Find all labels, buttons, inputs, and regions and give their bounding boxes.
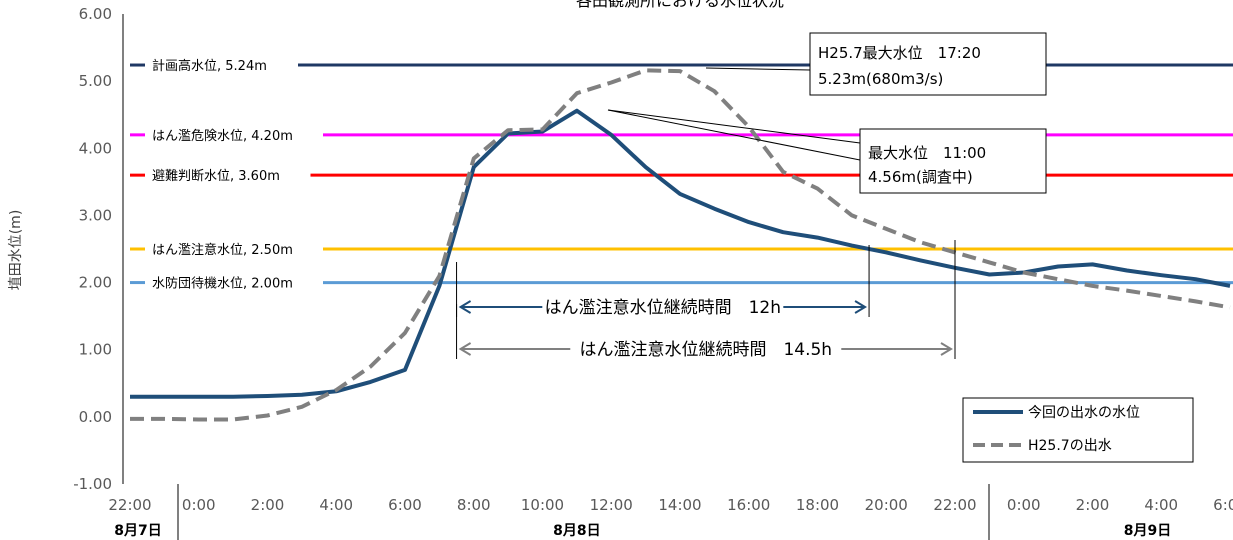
date-separators (177, 484, 990, 540)
arrowhead (940, 342, 953, 356)
x-tick-label: 2:00 (251, 496, 285, 514)
chart-title: 各田観測所における水位状況 (576, 0, 784, 10)
x-tick-label: 4:00 (1144, 496, 1178, 514)
annotation-line-2: 5.23m(680m3/s) (818, 70, 943, 88)
y-tick-label: 3.00 (79, 206, 112, 224)
date-labels: 8月7日 8月8日 8月9日 (114, 523, 1171, 539)
callout-line (705, 67, 811, 71)
legend-box (962, 397, 1194, 463)
legend-label-h25: H25.7の出水 (1028, 438, 1112, 454)
y-tick-label: -1.00 (73, 475, 112, 493)
x-tick-label: 2:00 (1076, 496, 1110, 514)
x-tick-label: 8:00 (457, 496, 491, 514)
annotation-h25-max: H25.7最大水位 17:20 5.23m(680m3/s) (705, 32, 1047, 96)
annotation-current-max: 最大水位 11:00 4.56m(調査中) (607, 109, 1047, 194)
x-tick-label: 22:00 (108, 496, 151, 514)
callout-line (607, 109, 861, 161)
x-tick-label: 22:00 (933, 496, 976, 514)
x-tick-label: 0:00 (182, 496, 216, 514)
reference-line-label: はん濫注意水位, 2.50m (152, 242, 293, 258)
date-label: 8月7日 (114, 523, 161, 539)
x-tick-label: 18:00 (796, 496, 839, 514)
annotation-line-2: 4.56m(調査中) (868, 168, 973, 186)
x-tick-label: 20:00 (865, 496, 908, 514)
y-axis-label: 埴田水位(m) (8, 210, 24, 291)
y-tick-label: 1.00 (79, 341, 112, 359)
y-tick-label: 2.00 (79, 274, 112, 292)
x-tick-label: 6:00 (388, 496, 422, 514)
arrowhead (854, 300, 868, 314)
duration-annotations: はん濫注意水位継続時間 12h はん濫注意水位継続時間 14.5h (456, 240, 956, 360)
date-label: 8月9日 (1124, 523, 1171, 539)
y-tick-label: 6.00 (79, 5, 112, 23)
x-tick-label: 16:00 (727, 496, 770, 514)
y-tick-label: 0.00 (79, 408, 112, 426)
x-tick-label: 10:00 (521, 496, 564, 514)
series-line (130, 108, 1231, 399)
reference-line-label: 計画高水位, 5.24m (152, 58, 267, 74)
reference-lines: 計画高水位, 5.24m はん濫危険水位, 4.20m 避難判断水位, 3.60m は… (130, 58, 1233, 292)
annotation-box (859, 128, 1047, 194)
x-tick-label: 6:00 (1213, 496, 1233, 514)
x-tick-label: 4:00 (319, 496, 353, 514)
reference-line-label: 水防団待機水位, 2.00m (152, 276, 293, 292)
arrowhead (458, 342, 472, 356)
y-tick-labels: -1.00 0.00 1.00 2.00 3.00 4.00 5.00 6.00 (73, 5, 112, 493)
y-tick-label: 4.00 (79, 139, 112, 157)
x-tick-label: 0:00 (1007, 496, 1041, 514)
duration-label: はん濫注意水位継続時間 14.5h (579, 340, 832, 360)
legend-label-current: 今回の出水の水位 (1028, 405, 1140, 421)
legend: 今回の出水の水位 H25.7の出水 (962, 397, 1194, 463)
x-tick-labels: 22:00 0:00 2:00 4:00 6:00 8:00 10:00 12:00 14:00… (108, 496, 1233, 514)
reference-line-label: はん濫危険水位, 4.20m (152, 129, 293, 144)
y-tick-label: 5.00 (79, 72, 112, 90)
x-tick-label: 12:00 (590, 496, 633, 514)
reference-line-label: 避難判断水位, 3.60m (152, 169, 280, 184)
series-lines (130, 68, 1231, 422)
annotation-box (809, 32, 1047, 96)
x-tick-label: 14:00 (658, 496, 701, 514)
duration-label: はん濫注意水位継続時間 12h (545, 298, 781, 318)
annotation-line-1: H25.7最大水位 17:20 (818, 44, 981, 62)
arrowhead (458, 300, 472, 314)
date-label: 8月8日 (553, 523, 600, 539)
series-line (130, 68, 1231, 422)
annotation-line-1: 最大水位 11:00 (868, 144, 986, 162)
callout-line (607, 109, 861, 144)
